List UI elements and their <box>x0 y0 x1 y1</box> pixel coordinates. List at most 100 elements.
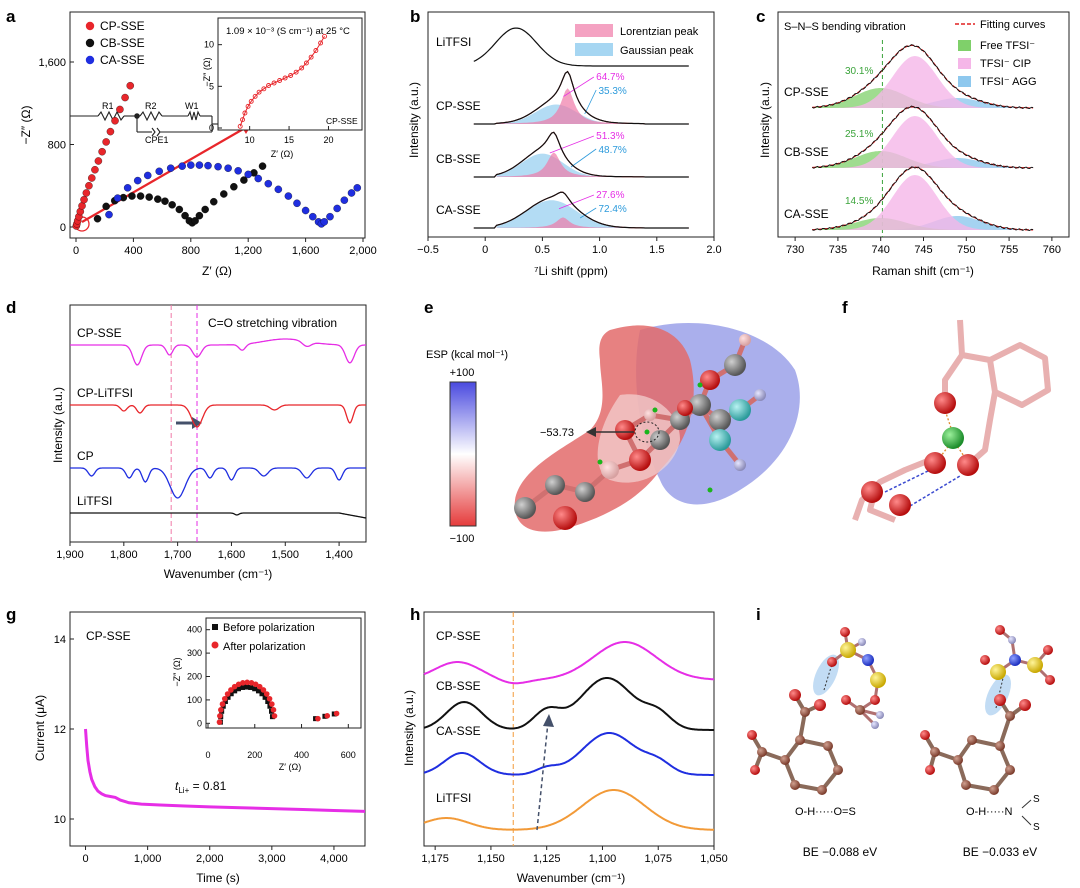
legend-marker-cp-sse <box>85 21 95 31</box>
before-polarization-point <box>267 703 273 709</box>
data-point-ca-sse <box>264 179 273 188</box>
atom <box>920 730 930 740</box>
inset-y-label: −Z″ (Ω) <box>172 657 182 686</box>
gauss-pointer <box>570 148 597 168</box>
legend-label-cb-sse: CB-SSE <box>100 36 145 50</box>
inset-data-point <box>293 69 299 75</box>
legend-label-free: Free TFSI⁻ <box>980 40 1035 52</box>
ftir-spectrum-litfsi <box>70 512 367 519</box>
inset-data-point <box>245 103 251 109</box>
y-axis-label: Current (μA) <box>33 695 47 761</box>
inset-data-point <box>271 80 277 86</box>
inset-y-tick-label: 5 <box>209 81 214 91</box>
bond-type-right-n: O-H·····N <box>966 806 1012 818</box>
oxygen-atom <box>957 454 979 476</box>
before-polarization-point <box>252 686 258 692</box>
data-point-ca-sse <box>105 210 113 219</box>
atom <box>930 747 940 757</box>
spectrum-line-cb-sse <box>473 131 689 178</box>
atom <box>790 780 800 790</box>
gaussian-peak-ca-sse <box>496 200 646 228</box>
atom <box>1043 645 1053 655</box>
panel-a: R1 R2 W1 CPE1 0 400 800 1,200 1,600 2,000 0 800… <box>19 11 377 278</box>
data-point-cb-sse <box>168 201 176 209</box>
lorentz-percent-ca-sse: 27.6% <box>596 190 624 201</box>
lorentz-percent-cb-sse: 51.3% <box>596 131 624 142</box>
data-point-cp-sse <box>88 174 96 182</box>
x-tick-label: 1,175 <box>421 853 449 865</box>
data-point-cb-sse <box>136 192 145 200</box>
before-polarization-point <box>222 699 228 705</box>
atom <box>514 497 536 519</box>
molecule-f-atoms <box>861 392 979 516</box>
atom <box>780 755 790 765</box>
x-tick-label: 1,200 <box>234 245 262 257</box>
x-axis-label: ⁷Li shift (ppm) <box>534 264 608 278</box>
after-polarization-point <box>240 680 246 686</box>
before-polarization-point <box>225 694 231 700</box>
atom <box>995 625 1005 635</box>
before-polarization-point <box>228 691 234 697</box>
atom <box>601 461 619 479</box>
lorentz-pointer <box>563 76 595 97</box>
data-point-ca-sse <box>214 162 222 171</box>
series-label-cp-sse: CP-SSE <box>436 629 481 643</box>
critical-point <box>707 487 713 493</box>
oxygen-atom <box>934 392 956 414</box>
x-tick-label: 3,000 <box>258 853 286 865</box>
raman-spectrum-cb-sse <box>812 105 1034 170</box>
lorentz-percent-cp-sse: 64.7% <box>596 72 624 83</box>
after-polarization-point <box>260 687 267 693</box>
atom <box>800 707 810 717</box>
atom <box>615 420 635 440</box>
annotation-co-stretching: C=O stretching vibration <box>208 316 337 330</box>
after-polarization-point <box>224 691 231 697</box>
inset-x-tick-label: 0 <box>205 750 210 760</box>
value-arrow-head <box>586 427 596 437</box>
legend-label-before: Before polarization <box>223 622 315 634</box>
atom <box>961 780 971 790</box>
atom <box>994 694 1006 706</box>
panel-e: ESP (kcal mol⁻¹) +100 −100 −53.73 <box>426 323 800 545</box>
x-tick-label: 730 <box>786 244 804 256</box>
after-polarization-point <box>333 710 340 717</box>
data-point-cp-sse <box>116 105 124 114</box>
inset-data-point <box>242 110 248 116</box>
y-tick-label: 12 <box>54 724 66 736</box>
data-point-cb-sse <box>220 190 228 198</box>
fit-line-cb-sse <box>473 131 689 178</box>
legend-label-cip: TFSI⁻ CIP <box>980 58 1031 70</box>
molecule-f-bonds <box>852 319 1051 523</box>
x-tick-label: 1.0 <box>592 244 607 256</box>
series-label-litfsi: LiTFSI <box>77 494 112 508</box>
series-label-cp-sse: CP-SSE <box>784 85 829 99</box>
atom <box>1008 636 1016 644</box>
panel-letter-h: h <box>410 605 420 624</box>
inset-g-marks: 0 200 400 600 0 100 200 300 400 <box>187 625 356 760</box>
data-point-ca-sse <box>254 174 262 183</box>
y-axis-label: Intensity (a.u.) <box>758 82 772 158</box>
x-tick-label: 0 <box>82 853 88 865</box>
atom <box>1019 699 1031 711</box>
circuit-label-r2: R2 <box>145 101 157 111</box>
atom <box>757 747 767 757</box>
shift-arrow-head <box>543 714 554 727</box>
oxygen-atom <box>924 452 946 474</box>
spectrum-line-litfsi <box>473 27 689 67</box>
data-point-ca-sse <box>244 170 252 179</box>
after-polarization-point <box>270 707 277 713</box>
oxygen-atom <box>889 494 911 516</box>
y-tick-label: 0 <box>60 222 66 234</box>
colorbar-max-label: +100 <box>450 367 475 379</box>
data-point-ca-sse <box>301 206 310 215</box>
hbond-dash-left <box>823 663 833 691</box>
data-point-cb-sse <box>191 217 199 225</box>
inset-fit-line <box>239 36 325 127</box>
data-point-ca-sse <box>224 164 232 172</box>
atom <box>953 755 963 765</box>
atom <box>967 735 977 745</box>
atom <box>876 711 884 719</box>
after-polarization-point <box>256 683 263 690</box>
y-tick-label: 1,600 <box>38 57 66 69</box>
atom <box>833 765 843 775</box>
